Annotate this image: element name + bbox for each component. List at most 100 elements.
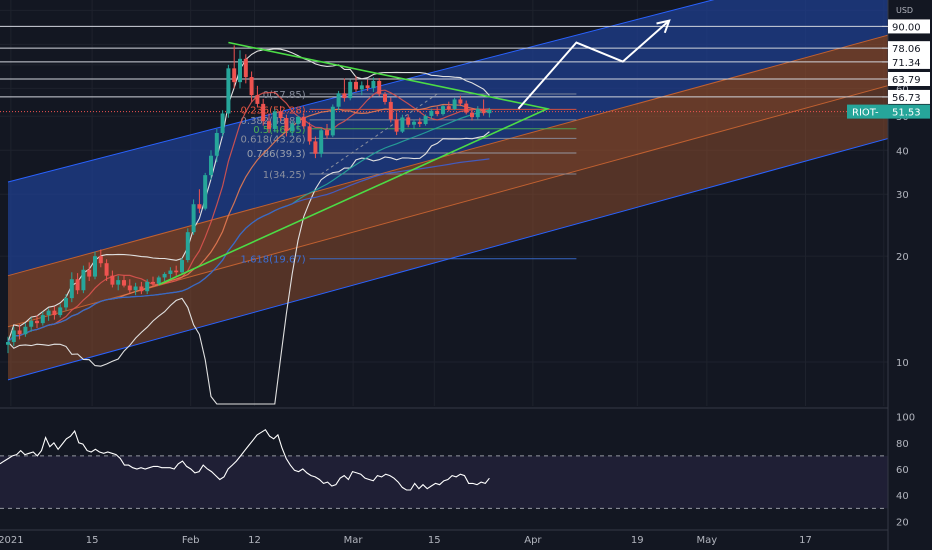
- fib-level-label: 0.618(43.26): [241, 134, 306, 145]
- candle-down: [267, 121, 271, 129]
- candle-down: [249, 77, 254, 96]
- fib-level-label: 1(34.25): [263, 170, 306, 181]
- symmetrical-triangle: [158, 41, 550, 286]
- candle-down: [464, 103, 469, 113]
- price-axis[interactable]: 10080604020USD90807060504030201090.0078.…: [847, 6, 930, 528]
- channel-line-middle: [7, 85, 888, 328]
- candle-up: [93, 256, 97, 277]
- candle-up: [423, 115, 428, 125]
- candle-up: [400, 117, 405, 132]
- forecast-path: [517, 19, 670, 110]
- candle-up: [145, 281, 150, 292]
- candle-down: [75, 279, 80, 291]
- last-price-dash: -: [875, 108, 879, 119]
- time-axis-tick: Apr: [524, 535, 542, 546]
- candle-up: [180, 260, 184, 273]
- channel-line-upper-mid: [7, 34, 888, 277]
- rsi-axis-tick: 80: [896, 439, 909, 450]
- candle-up: [348, 81, 353, 99]
- candle-up: [64, 298, 68, 308]
- candle-down: [470, 112, 474, 118]
- forecast-arrow: [517, 19, 671, 110]
- candle-down: [354, 81, 358, 90]
- price-line-value: 71.34: [892, 58, 921, 69]
- candle-up: [116, 280, 121, 285]
- candle-down: [388, 101, 393, 120]
- rsi-indicator-pane: [0, 428, 888, 509]
- candle-down: [197, 204, 202, 209]
- candle-down: [458, 99, 463, 104]
- candle-down: [377, 80, 382, 95]
- price-line-badge: [888, 89, 930, 104]
- candle-down: [446, 106, 451, 110]
- time-axis-tick: May: [697, 535, 718, 546]
- candle-down: [284, 118, 289, 131]
- fib-level-label: 0.786(39.3): [247, 149, 306, 160]
- candle-down: [104, 263, 109, 276]
- candle-down: [35, 320, 39, 324]
- candle-down: [481, 109, 486, 114]
- candle-up: [40, 315, 45, 324]
- moving-average-100: [7, 158, 490, 343]
- candle-up: [185, 232, 190, 261]
- candle-up: [168, 270, 173, 274]
- candle-down: [122, 280, 126, 286]
- candle-up: [6, 342, 10, 345]
- rsi-axis-tick: 20: [896, 517, 909, 528]
- rsi-band: [0, 455, 888, 509]
- candle-down: [17, 330, 22, 335]
- price-line-value: 56.73: [892, 93, 921, 104]
- last-price-symbol: RIOT: [852, 108, 877, 119]
- last-price-badge: [847, 104, 930, 119]
- candle-up: [220, 113, 225, 133]
- candle-up: [23, 326, 28, 335]
- rsi-axis-tick: 40: [896, 491, 909, 502]
- candle-up: [452, 99, 457, 110]
- candle-down: [98, 256, 103, 264]
- price-line-badge: [888, 54, 930, 69]
- candle-down: [301, 116, 306, 127]
- time-axis[interactable]: 2021 15 Feb 12 Mar 15 Apr 19 May 17: [0, 535, 812, 546]
- fib-level-label: 0.5(46.05): [253, 125, 305, 136]
- price-line-value: 90.00: [892, 22, 921, 33]
- candle-up: [133, 286, 138, 291]
- price-axis-tick: 30: [896, 190, 909, 201]
- candle-up: [203, 175, 208, 209]
- price-line-value: 63.79: [892, 75, 921, 86]
- candle-up: [272, 111, 277, 129]
- candle-up: [371, 80, 376, 89]
- last-price-value: 51.53: [892, 108, 921, 119]
- candle-up: [429, 110, 434, 116]
- candle-up: [330, 106, 335, 136]
- bollinger-lower-band: [7, 131, 490, 405]
- candle-down: [127, 285, 132, 291]
- candle-down: [261, 103, 266, 122]
- time-axis-tick: 15: [86, 535, 99, 546]
- candle-up: [290, 123, 295, 131]
- candle-down: [151, 281, 155, 284]
- candle-up: [319, 130, 324, 154]
- price-line-value: 78.06: [892, 44, 921, 55]
- fib-level-label: 0.236(52.28): [241, 105, 306, 116]
- price-axis-tick: 40: [896, 146, 909, 157]
- candle-down: [342, 93, 347, 99]
- candle-down: [325, 130, 329, 136]
- candle-up: [81, 269, 86, 291]
- fib-level-label: 1.618(19.67): [241, 255, 306, 266]
- candle-down: [394, 119, 399, 132]
- price-line-badge: [888, 19, 930, 34]
- candle-down: [110, 275, 115, 285]
- candle-up: [11, 330, 16, 343]
- candle-up: [238, 58, 242, 83]
- channel-lower-zone: [8, 85, 888, 380]
- candle-down: [278, 111, 283, 119]
- candle-down: [87, 269, 92, 277]
- candle-down: [255, 95, 260, 104]
- candle-down: [406, 117, 411, 125]
- moving-average-9: [7, 89, 490, 343]
- candle-down: [243, 58, 248, 78]
- channel-line-lower: [7, 138, 888, 381]
- candle-down: [313, 141, 318, 154]
- time-axis-tick: Mar: [344, 535, 364, 546]
